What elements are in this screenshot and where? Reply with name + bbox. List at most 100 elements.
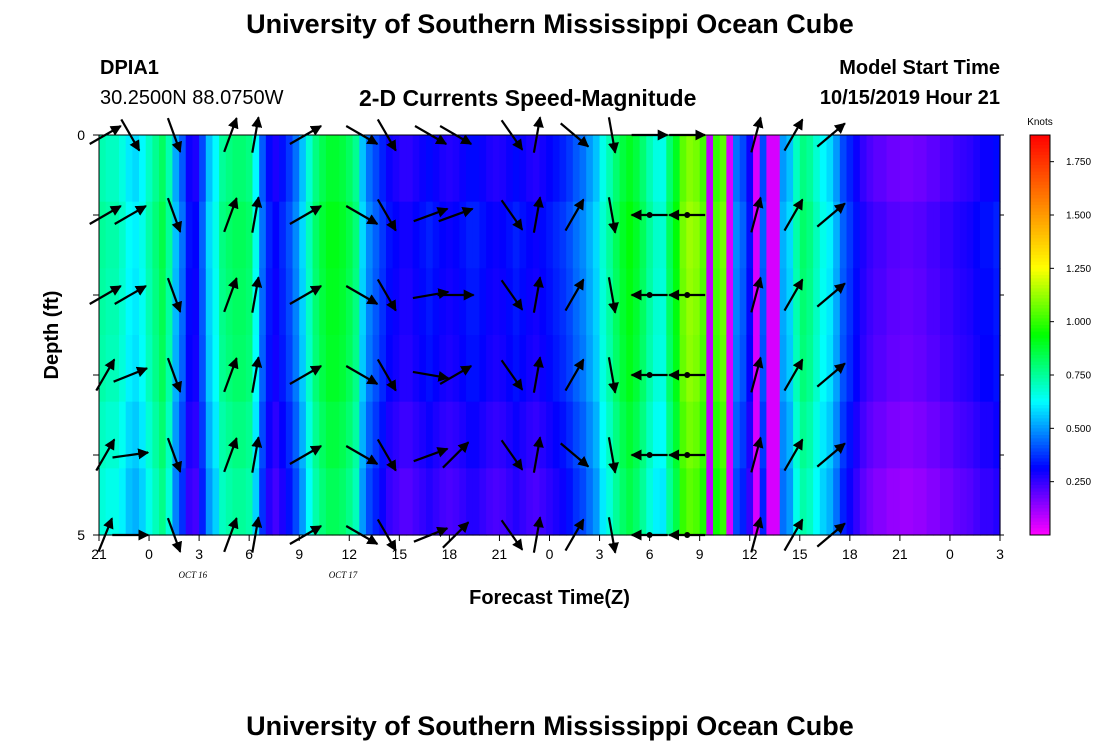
heatmap-cell <box>966 335 974 403</box>
heatmap-cell <box>586 401 594 469</box>
heatmap-cell <box>599 335 607 403</box>
heatmap-cell <box>839 401 848 469</box>
heatmap-cell <box>446 135 454 203</box>
heatmap-cell <box>439 335 447 403</box>
heatmap-cell <box>799 135 808 203</box>
colorbar-segment <box>1030 355 1050 359</box>
heatmap-cell <box>599 401 607 469</box>
heatmap-cell <box>119 135 127 203</box>
heatmap-cell <box>826 135 834 203</box>
heatmap-cell <box>325 201 334 269</box>
heatmap-cell <box>459 401 467 469</box>
heatmap-cell <box>305 401 314 469</box>
heatmap-cell <box>813 335 821 403</box>
heatmap-cell <box>652 135 661 203</box>
heatmap-cell <box>959 401 968 469</box>
colorbar-segment <box>1030 395 1050 399</box>
colorbar-tick-label: 1.500 <box>1066 211 1091 222</box>
heatmap-cell <box>886 135 894 203</box>
heatmap-cell <box>726 468 734 536</box>
heatmap-cell <box>392 468 400 536</box>
heatmap-cell <box>746 201 754 269</box>
heatmap-cell <box>252 468 260 536</box>
x-tick-label: 9 <box>295 546 303 562</box>
x-tick-label: 18 <box>842 546 858 562</box>
heatmap-cell <box>319 201 327 269</box>
heatmap-cell <box>959 135 968 203</box>
heatmap-cell <box>739 201 747 269</box>
heatmap-cell <box>746 401 754 469</box>
heatmap-cell <box>472 135 481 203</box>
heatmap-cell <box>292 401 300 469</box>
heatmap-cell <box>239 201 247 269</box>
heatmap-cell <box>232 135 240 203</box>
heatmap-cell <box>759 335 767 403</box>
heatmap-cell <box>172 401 180 469</box>
heatmap-cell <box>299 268 307 336</box>
heatmap-cell <box>519 268 527 336</box>
heatmap-cell <box>199 135 207 203</box>
current-arrow <box>114 285 147 305</box>
heatmap-cell <box>499 135 507 203</box>
colorbar-segment <box>1030 191 1050 196</box>
heatmap-cell <box>426 201 434 269</box>
heatmap-cell <box>899 135 908 203</box>
colorbar-segment <box>1030 178 1050 183</box>
heatmap-cell <box>239 335 247 403</box>
heatmap-cell <box>472 268 481 336</box>
heatmap-cell <box>786 135 794 203</box>
heatmap-cell <box>539 135 547 203</box>
heatmap-cell <box>292 135 300 203</box>
heatmap-cell <box>439 135 447 203</box>
footer-title: University of Southern Mississippi Ocean… <box>246 711 854 741</box>
heatmap-cell <box>219 135 227 203</box>
heatmap-cell <box>105 401 113 469</box>
heatmap-cell <box>245 268 254 336</box>
heatmap-cell <box>592 468 601 536</box>
heatmap-cell <box>299 201 307 269</box>
heatmap-cell <box>105 201 113 269</box>
heatmap-cell <box>105 135 113 203</box>
heatmap-cell <box>185 135 194 203</box>
heatmap-cell <box>899 401 908 469</box>
heatmap-cell <box>639 335 647 403</box>
heatmap-cell <box>446 268 454 336</box>
heatmap-cell <box>793 201 801 269</box>
heatmap-cell <box>165 268 174 336</box>
heatmap-cell <box>672 401 681 469</box>
heatmap-cell <box>406 335 414 403</box>
current-arrow <box>816 362 846 388</box>
heatmap-cell <box>419 401 427 469</box>
heatmap-cell <box>866 268 874 336</box>
heatmap-cell <box>219 201 227 269</box>
colorbar-segment <box>1030 428 1050 433</box>
heatmap-cell <box>893 401 901 469</box>
heatmap-cell <box>592 135 601 203</box>
heatmap-cell <box>159 268 167 336</box>
colorbar-segment <box>1030 188 1050 193</box>
heatmap-cell <box>412 268 420 336</box>
heatmap-cell <box>959 468 968 536</box>
x-tick-label: 6 <box>646 546 654 562</box>
colorbar-segment <box>1030 138 1050 143</box>
heatmap-cell <box>145 201 153 269</box>
colorbar-segment <box>1030 151 1050 156</box>
colorbar-segment <box>1030 275 1050 279</box>
model-start-label: Model Start Time <box>839 57 1000 79</box>
heatmap-cell <box>479 468 487 536</box>
heatmap-cell <box>946 201 954 269</box>
heatmap-cell <box>839 201 848 269</box>
model-start-time: 10/15/2019 Hour 21 <box>819 87 1000 109</box>
heatmap-cell <box>626 135 634 203</box>
colorbar-segment <box>1030 361 1050 366</box>
heatmap-cell <box>365 401 374 469</box>
heatmap-cell <box>125 401 133 469</box>
heatmap-cell <box>719 268 727 336</box>
heatmap-cell <box>706 201 714 269</box>
heatmap-cell <box>352 401 360 469</box>
heatmap-cell <box>853 201 861 269</box>
heatmap-cell <box>706 335 714 403</box>
heatmap-cell <box>232 468 240 536</box>
heatmap-cell <box>946 401 954 469</box>
heatmap-cell <box>979 201 988 269</box>
